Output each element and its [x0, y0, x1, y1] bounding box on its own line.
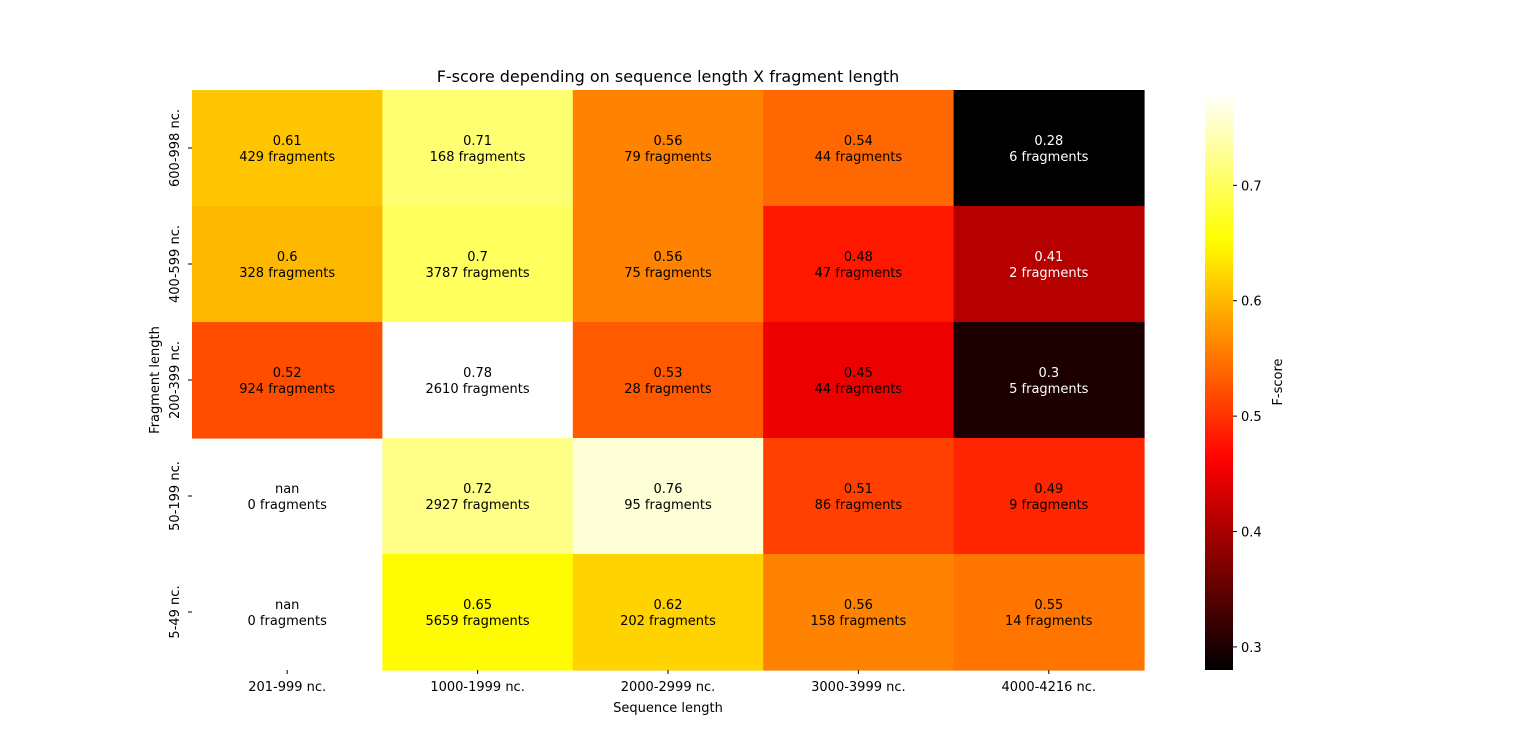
colorbar-tick-label: 0.3	[1241, 641, 1262, 656]
colorbar-tick-label: 0.4	[1241, 526, 1262, 541]
cell-value-label: 0.3	[1038, 366, 1059, 381]
x-tick-label: 201-999 nc.	[248, 680, 326, 695]
cell-value-label: 0.61	[273, 134, 302, 149]
cell-count-label: 75 fragments	[624, 266, 712, 281]
colorbar-gradient	[1205, 93, 1233, 670]
x-tick-label: 1000-1999 nc.	[430, 680, 525, 695]
cell-count-label: 2927 fragments	[426, 498, 530, 513]
heatmap-cell	[572, 206, 764, 323]
cell-count-label: 2 fragments	[1009, 266, 1089, 281]
colorbar: 0.3 0.4 0.5 0.6 0.7	[1205, 93, 1262, 670]
cell-count-label: 5 fragments	[1009, 382, 1089, 397]
cell-count-label: 9 fragments	[1009, 498, 1089, 513]
cell-value-label: 0.48	[844, 250, 873, 265]
y-tick-label: 200-399 nc.	[168, 341, 183, 419]
cell-value-label: 0.62	[654, 598, 683, 613]
cell-value-label: 0.65	[463, 598, 492, 613]
cell-count-label: 95 fragments	[624, 498, 712, 513]
cell-count-label: 5659 fragments	[426, 614, 530, 629]
cell-value-label: nan	[275, 482, 299, 497]
cell-count-label: 3787 fragments	[426, 266, 530, 281]
heatmap-cell	[572, 90, 764, 207]
heatmap-cell	[953, 206, 1145, 323]
cell-value-label: 0.72	[463, 482, 492, 497]
cell-value-label: 0.56	[844, 598, 873, 613]
heatmap-cell	[953, 438, 1145, 555]
cell-value-label: 0.41	[1034, 250, 1063, 265]
cell-value-label: 0.56	[654, 134, 683, 149]
cell-count-label: 429 fragments	[239, 150, 335, 165]
cell-count-label: 158 fragments	[810, 614, 906, 629]
cell-value-label: 0.49	[1034, 482, 1063, 497]
heatmap-cell	[953, 322, 1145, 439]
cell-count-label: 6 fragments	[1009, 150, 1089, 165]
cell-value-label: 0.76	[654, 482, 683, 497]
cell-count-label: 14 fragments	[1005, 614, 1093, 629]
y-tick-label: 5-49 nc.	[168, 585, 183, 638]
x-tick-label: 2000-2999 nc.	[621, 680, 716, 695]
colorbar-tick-label: 0.7	[1241, 179, 1262, 194]
heatmap-cell	[953, 90, 1145, 207]
y-axis-label: Fragment length	[148, 326, 163, 434]
x-tick-label: 4000-4216 nc.	[1002, 680, 1097, 695]
y-axis: 600-998 nc. 400-599 nc. 200-399 nc. 50-199 …	[168, 109, 192, 639]
cell-count-label: 44 fragments	[815, 382, 903, 397]
y-tick-label: 400-599 nc.	[168, 225, 183, 303]
chart-title: F-score depending on sequence length X f…	[437, 67, 900, 86]
cell-value-label: 0.54	[844, 134, 873, 149]
cell-value-label: 0.55	[1034, 598, 1063, 613]
cell-count-label: 28 fragments	[624, 382, 712, 397]
cell-count-label: 0 fragments	[248, 614, 328, 629]
heatmap-cell	[763, 90, 955, 207]
y-tick-label: 600-998 nc.	[168, 109, 183, 187]
cell-count-label: 86 fragments	[815, 498, 903, 513]
heatmap-cell	[763, 322, 955, 439]
heatmap-cell	[763, 206, 955, 323]
cell-count-label: 202 fragments	[620, 614, 716, 629]
heatmap-cell	[382, 90, 574, 207]
cell-count-label: 47 fragments	[815, 266, 903, 281]
heatmap-cell	[382, 206, 574, 323]
heatmap-cell	[572, 438, 764, 555]
cell-value-label: nan	[275, 598, 299, 613]
colorbar-tick-label: 0.6	[1241, 295, 1262, 310]
x-tick-label: 3000-3999 nc.	[811, 680, 906, 695]
heatmap-cell	[382, 554, 574, 671]
heatmap-cell	[192, 322, 383, 439]
heatmap-cell	[192, 90, 383, 207]
heatmap-cell	[382, 438, 574, 555]
cell-count-label: 44 fragments	[815, 150, 903, 165]
y-tick-label: 50-199 nc.	[168, 461, 183, 531]
heatmap-cell	[572, 322, 764, 439]
colorbar-label: F-score	[1271, 358, 1286, 405]
cell-count-label: 924 fragments	[239, 382, 335, 397]
cell-value-label: 0.45	[844, 366, 873, 381]
colorbar-tick-label: 0.5	[1241, 410, 1262, 425]
heatmap-cell	[953, 554, 1145, 671]
cell-value-label: 0.7	[467, 250, 488, 265]
heatmap-cell	[763, 438, 955, 555]
x-axis-label: Sequence length	[613, 701, 723, 716]
cell-value-label: 0.6	[277, 250, 298, 265]
cell-count-label: 328 fragments	[239, 266, 335, 281]
cell-value-label: 0.71	[463, 134, 492, 149]
cell-count-label: 2610 fragments	[426, 382, 530, 397]
x-axis: 201-999 nc. 1000-1999 nc. 2000-2999 nc. 300…	[248, 670, 1096, 695]
cell-count-label: 79 fragments	[624, 150, 712, 165]
cell-value-label: 0.52	[273, 366, 302, 381]
cell-count-label: 0 fragments	[248, 498, 328, 513]
cell-count-label: 168 fragments	[430, 150, 526, 165]
heatmap-cell	[382, 322, 574, 439]
heatmap-cell	[572, 554, 764, 671]
heatmap-cell	[763, 554, 955, 671]
cell-value-label: 0.56	[654, 250, 683, 265]
cell-value-label: 0.78	[463, 366, 492, 381]
cell-value-label: 0.51	[844, 482, 873, 497]
heatmap-cell	[192, 206, 383, 323]
cell-value-label: 0.53	[654, 366, 683, 381]
cell-value-label: 0.28	[1034, 134, 1063, 149]
